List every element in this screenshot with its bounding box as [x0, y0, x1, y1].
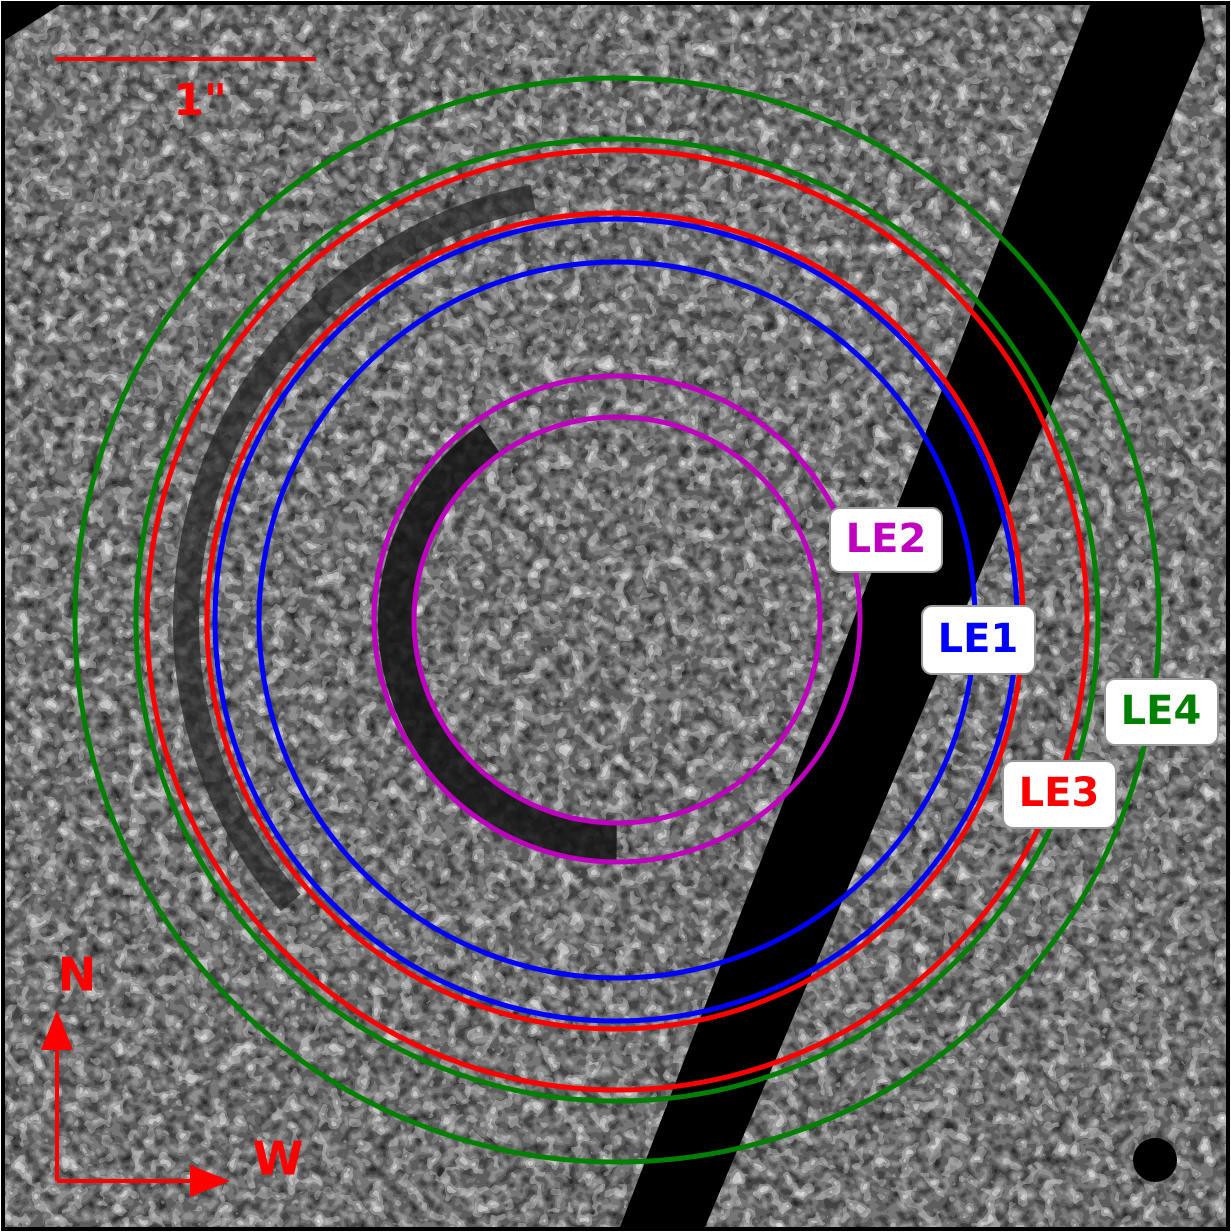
north-label: N: [58, 948, 97, 1002]
west-label: W: [253, 1132, 304, 1186]
ring-label: LE1: [938, 616, 1019, 662]
ring-label: LE3: [1019, 770, 1100, 816]
scale-label: 1": [173, 75, 227, 126]
ring-label: LE4: [1121, 688, 1202, 734]
ring-label: LE2: [846, 516, 927, 562]
page: LE2 LE1 LE4 LE3 1" N W (() => { const da…: [0, 0, 1231, 1232]
figure: LE2 LE1 LE4 LE3 1" N W: [0, 0, 1231, 1232]
sky-image: [3, 3, 1228, 1229]
